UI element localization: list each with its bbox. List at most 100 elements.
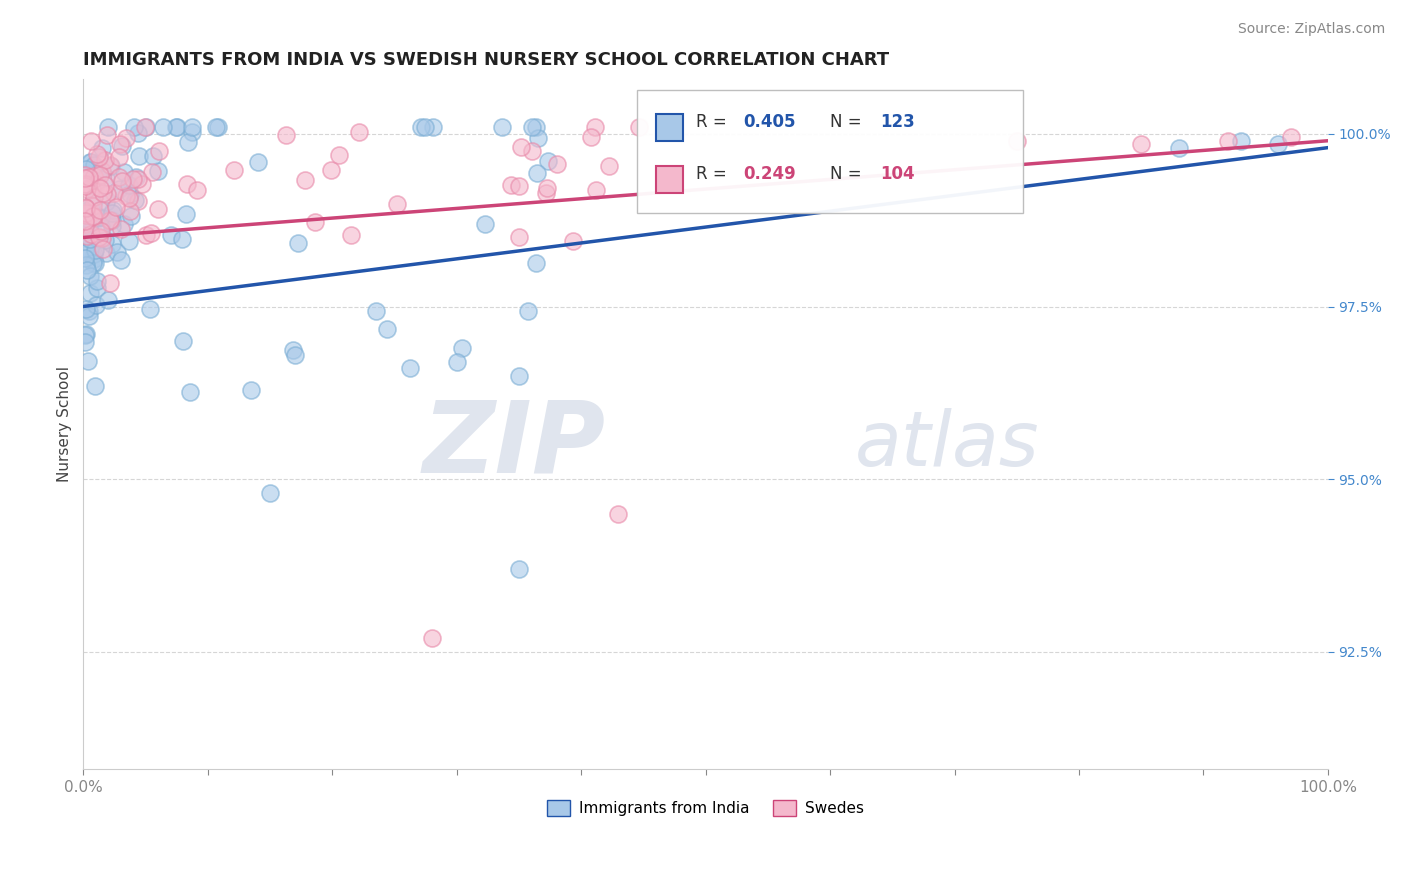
Point [91,141,114,155]
Point [80,206,103,220]
Point [520,144,543,158]
Point [83,379,105,393]
Point [111,174,134,188]
Point [100,219,122,234]
Point [120,209,142,223]
Point [304,215,326,229]
Point [79,155,101,169]
Point [1005,134,1028,148]
Point [283,343,305,357]
Legend: Immigrants from India, Swedes: Immigrants from India, Swedes [540,793,872,824]
Point [73,251,96,265]
Point [73,229,96,244]
Point [75,205,97,219]
Point [516,304,538,318]
Point [501,178,523,193]
Bar [655,166,683,193]
Point [207,120,229,134]
Point [128,149,150,163]
Point [117,191,139,205]
Point [73,169,96,183]
Point [165,120,187,134]
Point [96,171,118,186]
Point [87,211,110,226]
Point [411,120,433,134]
Point [138,301,160,316]
Text: 0.249: 0.249 [742,165,796,183]
Point [76,177,98,191]
Text: N =: N = [830,113,868,131]
Point [131,178,153,192]
Point [142,149,165,163]
Point [186,183,208,197]
Point [177,135,200,149]
Point [526,131,548,145]
Point [83,158,105,172]
Point [97,120,120,134]
Point [520,120,543,134]
Point [75,203,97,218]
Point [508,178,530,193]
Point [134,120,156,134]
Point [124,193,146,207]
Point [287,236,309,251]
Point [90,210,112,224]
Point [398,361,420,376]
Point [75,258,97,272]
Point [1218,134,1240,148]
Point [413,120,436,134]
Point [86,211,108,225]
Point [474,217,496,231]
Point [75,214,97,228]
Point [524,120,547,134]
Point [420,631,443,645]
Point [1279,130,1302,145]
Point [83,190,105,204]
Point [125,169,148,184]
Point [86,274,108,288]
Text: R =: R = [696,113,731,131]
Point [118,178,141,192]
Point [82,199,104,213]
Point [524,255,547,269]
Point [76,327,98,342]
Point [581,130,603,145]
Point [79,224,101,238]
Point [80,155,103,169]
Point [108,169,131,184]
Point [82,210,104,224]
Point [627,120,650,134]
Point [110,139,132,153]
Point [561,235,583,249]
Point [75,161,97,176]
Point [90,163,112,178]
Point [146,164,169,178]
Point [385,196,408,211]
Text: R =: R = [696,165,731,183]
Point [105,200,128,214]
Point [73,217,96,231]
Point [205,120,228,134]
Point [77,170,100,185]
Point [73,327,96,342]
Point [75,209,97,223]
Point [76,244,98,259]
Point [79,244,101,258]
Point [101,212,124,227]
Point [127,126,149,140]
Point [84,297,107,311]
Point [139,226,162,240]
Point [294,172,316,186]
Text: 104: 104 [880,165,914,183]
Point [1230,134,1253,148]
Point [94,178,117,192]
Point [82,209,104,223]
Point [172,232,194,246]
Point [146,202,169,216]
Point [105,245,128,260]
Point [537,153,560,168]
Point [73,334,96,349]
Point [83,252,105,266]
Point [422,120,444,134]
Point [246,155,269,169]
